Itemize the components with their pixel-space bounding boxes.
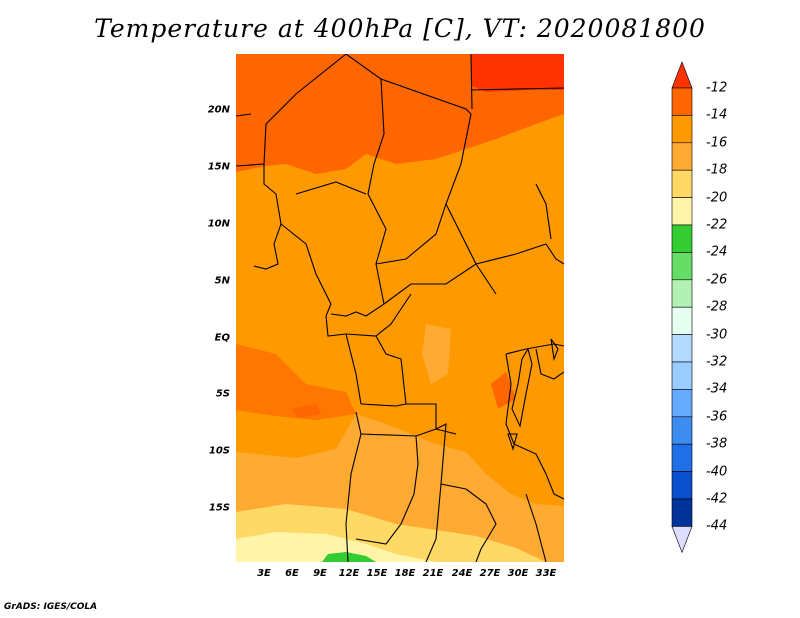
very-pale-field [236,532,436,562]
colorbar-box [671,361,693,390]
colorbar-box [671,389,693,418]
colorbar-tick-label: -32 [706,354,728,370]
chart-title: Temperature at 400hPa [C], VT: 202008180… [94,14,706,43]
y-tick-label: 20N [207,104,230,116]
colorbar-tick-label: -36 [706,409,728,425]
colorbar-box [671,471,693,500]
colorbar-box [671,115,693,144]
colorbar-tick-label: -34 [706,381,728,397]
x-tick-label: 3E [257,568,271,579]
light-field-central [422,324,451,384]
colorbar-tick-label: -24 [706,244,728,260]
warm-field-west [236,344,356,420]
x-tick-label: 12E [338,568,360,579]
grads-credit: GrADS: IGES/COLA [4,602,98,612]
colorbar-tick-label: -42 [706,491,728,507]
colorbar-tick-label: -18 [706,162,728,178]
colorbar-tick-label: -40 [706,464,728,480]
x-tick-label: 21E [422,568,444,579]
x-tick-label: 27E [479,568,501,579]
x-tick-label: 33E [535,568,557,579]
colorbar-tick-label: -44 [706,518,728,534]
colorbar-box [671,224,693,253]
x-tick-label: 6E [285,568,299,579]
colorbar-tick-label: -26 [706,272,728,288]
y-tick-label: 10S [208,445,230,457]
colorbar-tick-label: -12 [706,80,728,96]
colorbar-tick-label: -38 [706,436,728,452]
colorbar-tick-label: -20 [706,190,728,206]
colorbar-tick-label: -28 [706,299,728,315]
colorbar-tick-label: -14 [706,107,728,123]
y-tick-label: 5S [215,388,230,400]
colorbar-box [671,279,693,308]
colorbar-box [671,87,693,116]
colorbar-box [671,142,693,171]
temperature-map [236,54,564,562]
y-tick-label: 15S [208,502,230,514]
colorbar-box [671,169,693,198]
colorbar-box [671,416,693,445]
warm-patch-1 [291,404,321,418]
y-tick-label: EQ [214,332,230,344]
colorbar-tick-label: -16 [706,135,728,151]
colorbar-box [671,252,693,281]
colorbar-tick-label: -22 [706,217,728,233]
y-tick-label: 10N [207,218,230,230]
x-tick-label: 24E [451,568,473,579]
colorbar-tick-label: -30 [706,327,728,343]
colorbar-bottom-arrow [671,526,693,554]
colorbar-top-arrow [671,61,693,89]
colorbar-box [671,334,693,363]
green-field [322,552,376,562]
lakes [507,338,559,451]
colorbar-box [671,306,693,335]
country-borders [236,54,564,562]
colorbar-box [671,197,693,226]
x-tick-label: 15E [366,568,388,579]
x-tick-label: 30E [507,568,529,579]
x-tick-label: 18E [394,568,416,579]
colorbar-box [671,498,693,527]
y-tick-label: 5N [214,275,230,287]
colorbar [671,61,693,554]
x-tick-label: 9E [313,568,327,579]
warm-patch-2 [491,372,516,409]
y-tick-label: 15N [207,161,230,173]
colorbar-box [671,443,693,472]
hot-field-ne [472,54,564,92]
